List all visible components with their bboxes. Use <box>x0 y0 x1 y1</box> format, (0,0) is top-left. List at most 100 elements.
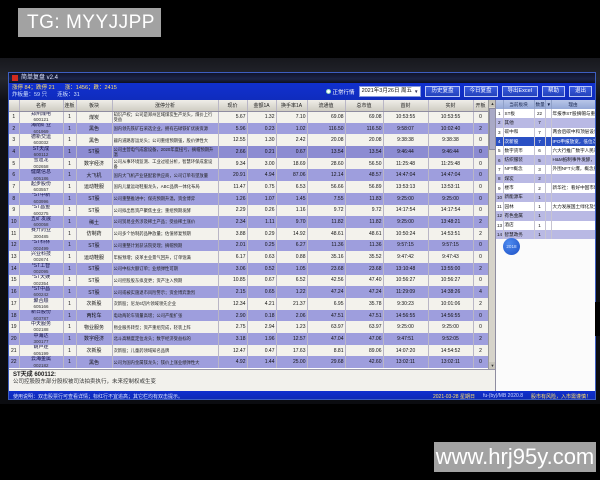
column-header[interactable]: 开板 <box>473 100 489 112</box>
toolbar-button-2[interactable]: 导出Excel <box>501 86 538 97</box>
toolbar-button-4[interactable]: 退出 <box>568 86 592 97</box>
table-row[interactable]: 19 中天服务 002188 1 物业服务 物业服务转型；资产重组完成，轻装上阵 2.75 2… <box>9 321 489 334</box>
table-row[interactable]: 9 *ST昌鱼 600275 1 ST股 公司拟出售资产聚焦主业；重组预期发酵 2.29 0.… <box>9 204 489 217</box>
stock-code: 605199 <box>33 350 49 356</box>
turnover-cell: 1.16 <box>276 204 308 217</box>
sector-header-count[interactable]: 数量 <box>534 100 546 109</box>
table-row[interactable]: 11 赛升药业 300485 1 仿制药 公司多个仿制药品种放量；估值修复预期 3.88 0.… <box>9 227 489 240</box>
stock-sector: 仿制药 <box>76 227 113 240</box>
limit-up-analysis-cell: 公司贸易业务涉及稀土产品；受益稀土涨价 <box>112 216 219 228</box>
sector-name: 其他 <box>503 118 535 128</box>
market-mode-radio[interactable]: 正常行情 <box>325 88 355 96</box>
stock-code: 603996 <box>33 198 49 204</box>
sector-row[interactable]: 12 有色金属 1 <box>496 211 595 221</box>
date-picker[interactable]: 2021年3月26日 周五 ▼ <box>358 86 422 97</box>
column-header[interactable]: 涨停分析 <box>112 100 219 112</box>
table-row[interactable]: 8 *ST中新 603996 1 ST股 公司重整推进中；保壳预期升温，资金博弈 1.26 1… <box>9 192 489 205</box>
sector-row[interactable]: 14 智慧政务 1 <box>496 229 595 240</box>
column-header[interactable]: 金额1A <box>247 100 277 112</box>
scroll-up-icon[interactable]: ▲ <box>489 100 496 107</box>
first-seal-time: 9:38:38 <box>383 134 429 147</box>
status-bar: 使用说明：双击股票行可查看详情；标红行不宜追高；其它栏均有双击提示。 2021-… <box>9 391 595 399</box>
table-row[interactable]: 22 云海金属 002182 1 黑色 公司为国内金属镁龙头；镁价上涨业绩弹性大 4.92 1… <box>9 356 489 369</box>
consecutive-boards: 1 <box>63 262 77 275</box>
table-row[interactable]: 5 雪迪龙 002658 1 数字经济 公司从事环境监测、工业过程分析，智慧环保成套设备 9… <box>9 157 489 170</box>
table-row[interactable]: 7 起步股份 603557 1 运动鞋服 国内儿童运动鞋服龙头，ABC品牌一体化布局 11.… <box>9 181 489 193</box>
window-titlebar[interactable]: 简单复盘 v2.4 <box>9 73 595 83</box>
amount-cell: 0.21 <box>247 146 277 158</box>
sector-count: 2 <box>534 183 546 193</box>
stock-sector: ST股 <box>76 262 113 275</box>
turnover-cell: 1.45 <box>276 192 308 205</box>
price-cell: 12.55 <box>218 134 248 147</box>
column-header[interactable]: 总市值 <box>345 100 384 112</box>
column-header[interactable]: 板块 <box>76 100 113 112</box>
stock-sector: ST股 <box>76 239 113 252</box>
total-cap-cell: 42.60 <box>345 356 384 369</box>
table-row[interactable]: 21 葫芦娃 605199 1 次新股 次新股；儿童药领域知名品牌 12.47 0.47 17.… <box>9 344 489 357</box>
stock-name-cell: 起步股份 603557 <box>19 181 64 193</box>
sector-name: 园林 <box>503 201 535 212</box>
sector-row[interactable]: 10 新能源车 1 <box>496 192 595 202</box>
table-row[interactable]: 1 郑州煤电 600121 1 煤炭 知识产权；公司是郑州区域煤炭生产龙头，煤价上行受益 5… <box>9 111 489 123</box>
table-row[interactable]: 20 中海达 300177 1 数字经济 北斗高精度定位龙头；数字经济受益标的 3.18 1.… <box>9 333 489 345</box>
limit-up-analysis-cell: 公司重整推进中；保壳预期升温，资金博弈 <box>112 192 219 205</box>
sector-row[interactable]: 8 煤炭 2 <box>496 174 595 184</box>
sector-header-name[interactable]: 当前板块 <box>503 100 535 109</box>
stock-sector: 煤炭 <box>76 111 113 123</box>
stock-name: 五矿发展 <box>30 216 51 222</box>
table-row[interactable]: 6 健麾信息 605186 1 大飞机 国内大飞机产业链配套供应商，公司订单有望放量 20.… <box>9 169 489 182</box>
limit-up-analysis-cell: 公司控股股东拟变更；资产注入预期 <box>112 274 219 287</box>
float-cap-cell: 56.66 <box>307 181 346 193</box>
table-row[interactable]: 18 新日股份 603787 1 两轮车 电动两轮车销量高增；公司产能扩张 2.90 0.18… <box>9 309 489 322</box>
table-row[interactable]: 14 *ST工智 002095 1 ST股 公司中标大额订单；业绩弹性可期 3.06 0.52… <box>9 262 489 275</box>
last-seal-time: 10:02:40 <box>428 122 474 135</box>
last-seal-time: 9:57:15 <box>428 239 474 252</box>
table-row[interactable]: 12 *ST科林 002499 1 ST股 公司重整计划获法院受理；摘帽预期 2.01 0.2… <box>9 239 489 252</box>
sector-name: 纺织服装 <box>503 155 535 165</box>
sector-reason <box>551 118 595 128</box>
table-row[interactable]: 15 *ST天娱 002354 1 ST股 公司控股股东拟变更；资产注入预期 10.85 0.… <box>9 274 489 287</box>
table-row[interactable]: 2 海南矿业 601969 1 黑色 国内领先铁矿石采选企业，拥有石碌铁矿优质资源 5.96… <box>9 122 489 135</box>
toolbar-button-1[interactable]: 今日复盘 <box>463 86 498 97</box>
stock-name-cell: 五矿发展 600058 <box>19 216 64 228</box>
total-cap-cell: 89.06 <box>345 344 384 357</box>
toolbar-button-0[interactable]: 历史复盘 <box>425 86 460 97</box>
table-row[interactable]: 13 兴业科技 002674 1 运动鞋服 年报预增；皮革主业景气回升，订单饱满 6.17 0… <box>9 251 489 263</box>
limit-up-table-area: 名称 连板 板块 涨停分析 现价 金额1A 换手率1A 流通值 总市值 首封 实封 开板 1 郑州煤电 6… <box>9 100 496 369</box>
column-header[interactable]: 连板 <box>63 100 77 112</box>
sector-header-reason[interactable]: 理由 <box>551 100 595 109</box>
column-header[interactable] <box>9 100 20 112</box>
table-scrollbar[interactable]: ▲ ▼ <box>488 100 496 369</box>
table-row[interactable]: 17 聚合顺 605166 1 次新股 次新股；尼龙6切片领域领先企业 12.34 4.21 2… <box>9 298 489 310</box>
column-header[interactable]: 流通值 <box>307 100 346 112</box>
table-row[interactable]: 3 德新交运 603032 1 黑色 疆内道路客运龙头；公司重组预期强，股价弹性大 12.5… <box>9 134 489 147</box>
column-header[interactable]: 实封 <box>428 100 474 112</box>
toolbar-button-3[interactable]: 帮助 <box>541 86 565 97</box>
amount-cell: 1.07 <box>247 192 277 205</box>
sector-count: 3 <box>534 164 546 175</box>
table-row[interactable]: 10 五矿发展 600058 1 稀土 公司贸易业务涉及稀土产品；受益稀土涨价 2.34 1.… <box>9 216 489 228</box>
column-header[interactable]: 名称 <box>19 100 64 112</box>
sort-icon[interactable]: ▼ <box>545 100 552 109</box>
stock-name-cell: ST天成 600112 <box>19 146 64 158</box>
float-cap-cell: 28.60 <box>307 157 346 170</box>
table-row[interactable]: 4 ST天成 600112 1 ST股 公司主营电气成套设备，2020年度扭亏，摘帽预期升… <box>9 146 489 158</box>
column-header[interactable]: 首封 <box>383 100 429 112</box>
scroll-down-icon[interactable]: ▼ <box>489 362 496 369</box>
sector-row[interactable]: 2 其他 7 <box>496 118 595 128</box>
first-seal-time: 9:47:51 <box>383 333 429 345</box>
sector-row[interactable]: 13 酒店 1 <box>496 220 595 230</box>
float-cap-cell: 48.61 <box>307 227 346 240</box>
table-row[interactable]: 16 *ST中昌 600242 1 ST股 公司或被实施退市风险警示；资金博弈激烈 2.15… <box>9 286 489 298</box>
column-header[interactable]: 现价 <box>218 100 248 112</box>
column-header[interactable]: 换手率1A <box>276 100 308 112</box>
